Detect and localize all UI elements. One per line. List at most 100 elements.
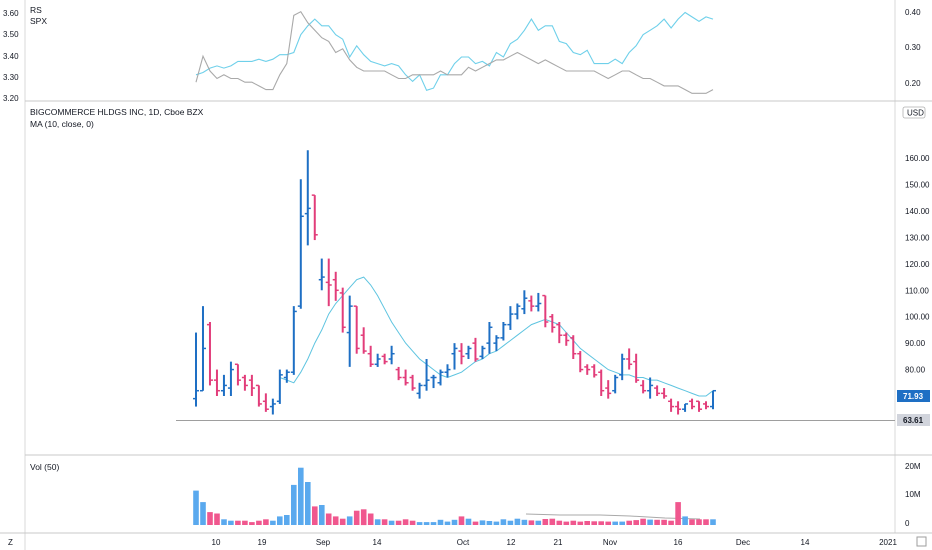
volume-bar[interactable]	[381, 519, 388, 525]
ohlc-bar[interactable]	[325, 258, 332, 307]
ohlc-bar[interactable]	[486, 322, 493, 354]
ohlc-bar[interactable]	[451, 343, 458, 370]
ohlc-bar[interactable]	[675, 401, 682, 415]
ohlc-bar[interactable]	[430, 374, 437, 389]
settings-gear-icon[interactable]	[916, 536, 927, 547]
ohlc-bar[interactable]	[199, 306, 206, 392]
ohlc-bar[interactable]	[661, 388, 668, 399]
ohlc-bar[interactable]	[577, 351, 584, 373]
ohlc-bar[interactable]	[416, 382, 423, 399]
ohlc-bar[interactable]	[605, 380, 612, 399]
volume-bar[interactable]	[626, 520, 632, 525]
ohlc-bar[interactable]	[437, 369, 444, 386]
ohlc-bar[interactable]	[640, 380, 647, 394]
ohlc-bar[interactable]	[472, 337, 479, 362]
volume-bar[interactable]	[563, 521, 570, 525]
volume-bar[interactable]	[549, 518, 556, 525]
ohlc-bar[interactable]	[409, 374, 416, 391]
ohlc-bar[interactable]	[682, 403, 689, 412]
ohlc-bar[interactable]	[703, 401, 710, 410]
volume-bar[interactable]	[242, 520, 248, 525]
ohlc-bar[interactable]	[570, 335, 577, 359]
volume-bar[interactable]	[430, 522, 437, 525]
volume-legend[interactable]: Vol (50)	[30, 462, 59, 472]
ohlc-bar[interactable]	[213, 369, 220, 396]
ohlc-bar[interactable]	[542, 294, 549, 328]
volume-bar[interactable]	[710, 519, 716, 525]
rs-legend-spx[interactable]: SPX	[30, 16, 47, 26]
ohlc-bar[interactable]	[395, 366, 402, 381]
volume-bar[interactable]	[291, 484, 297, 525]
volume-bar[interactable]	[605, 521, 611, 525]
ohlc-bar[interactable]	[612, 374, 619, 394]
volume-bar[interactable]	[458, 516, 465, 525]
ohlc-bar[interactable]	[381, 353, 388, 365]
rs-line[interactable]	[195, 11, 714, 91]
volume-pane[interactable]: Vol (50) 20M 10M 0	[30, 462, 921, 528]
volume-bar[interactable]	[528, 520, 535, 525]
volume-bar[interactable]	[640, 518, 646, 525]
volume-bar[interactable]	[444, 521, 451, 525]
volume-bar[interactable]	[388, 520, 395, 525]
ohlc-bar[interactable]	[262, 393, 269, 412]
ohlc-bar[interactable]	[193, 332, 199, 407]
spx-line[interactable]	[195, 10, 714, 94]
volume-bar[interactable]	[409, 520, 416, 525]
volume-bar[interactable]	[263, 519, 269, 525]
ohlc-bar[interactable]	[297, 179, 304, 309]
volume-bar[interactable]	[682, 516, 688, 525]
rs-legend-rs[interactable]: RS	[30, 5, 42, 15]
volume-bar[interactable]	[402, 519, 409, 525]
volume-bar[interactable]	[570, 520, 577, 525]
volume-bar[interactable]	[395, 520, 402, 525]
ohlc-bar[interactable]	[332, 271, 339, 301]
volume-bar[interactable]	[654, 519, 660, 525]
volume-bar[interactable]	[472, 521, 479, 525]
volume-bar[interactable]	[500, 519, 507, 525]
volume-bar[interactable]	[521, 519, 528, 525]
volume-bar[interactable]	[416, 522, 423, 525]
volume-bar[interactable]	[207, 512, 213, 525]
ohlc-bar[interactable]	[514, 303, 521, 320]
volume-bar[interactable]	[696, 519, 702, 525]
ohlc-bar[interactable]	[493, 335, 500, 352]
volume-bar[interactable]	[542, 519, 549, 525]
volume-bar[interactable]	[221, 519, 227, 525]
ohlc-bar[interactable]	[591, 364, 598, 378]
volume-bar[interactable]	[577, 521, 584, 525]
ohlc-bar[interactable]	[584, 364, 591, 375]
ohlc-bar[interactable]	[290, 306, 297, 375]
ohlc-bar[interactable]	[255, 384, 262, 407]
volume-bar[interactable]	[535, 520, 542, 525]
volume-bar[interactable]	[423, 522, 430, 525]
ohlc-bar[interactable]	[458, 343, 465, 365]
ohlc-bar[interactable]	[626, 348, 633, 370]
volume-bar[interactable]	[689, 519, 695, 525]
volume-bar[interactable]	[493, 521, 500, 525]
ohlc-bar[interactable]	[423, 359, 430, 391]
ohlc-bar[interactable]	[276, 369, 283, 404]
volume-bar[interactable]	[619, 521, 625, 525]
ohlc-bar[interactable]	[220, 374, 227, 396]
ohlc-bar[interactable]	[479, 345, 486, 359]
ohlc-bar[interactable]	[374, 353, 381, 367]
ohlc-bar[interactable]	[696, 400, 703, 412]
volume-bar[interactable]	[305, 482, 311, 525]
ohlc-bar[interactable]	[227, 361, 234, 396]
ohlc-bar[interactable]	[318, 258, 325, 291]
volume-bar[interactable]	[374, 519, 381, 525]
price-title[interactable]: BIGCOMMERCE HLDGS INC, 1D, Cboe BZX	[30, 107, 204, 117]
ohlc-bar[interactable]	[269, 398, 276, 415]
volume-bar[interactable]	[298, 467, 304, 525]
volume-bar[interactable]	[584, 521, 590, 525]
ohlc-bar[interactable]	[248, 374, 255, 396]
ohlc-bar[interactable]	[689, 398, 696, 410]
ohlc-bar[interactable]	[549, 314, 556, 333]
volume-bar[interactable]	[332, 516, 339, 525]
ohlc-bar[interactable]	[339, 287, 346, 333]
ohlc-bar[interactable]	[402, 369, 409, 386]
volume-bar[interactable]	[507, 520, 514, 525]
ma-legend[interactable]: MA (10, close, 0)	[30, 119, 94, 129]
ohlc-bar[interactable]	[206, 322, 213, 386]
ohlc-bar[interactable]	[535, 292, 542, 312]
